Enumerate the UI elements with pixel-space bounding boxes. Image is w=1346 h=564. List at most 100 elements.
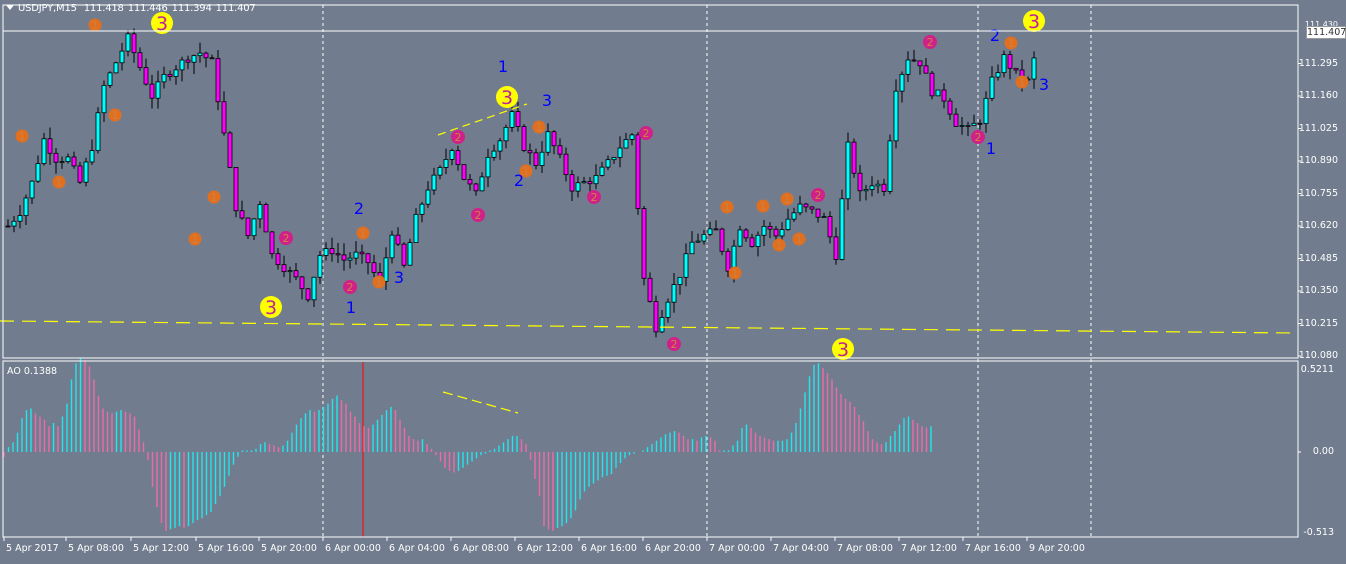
ao-histogram [3,358,932,531]
svg-text:3: 3 [837,339,849,361]
svg-text:2: 2 [475,209,482,222]
svg-text:1: 1 [1008,37,1015,50]
svg-text:2: 2 [643,127,650,140]
svg-text:2: 2 [347,281,354,294]
orange-wave-marker: 1 [1004,36,1018,50]
time-tick: 6 Apr 08:00 [453,543,509,554]
svg-text:1: 1 [192,233,199,246]
svg-text:1: 1 [784,193,791,206]
price-tick: 111.430 [1304,20,1338,29]
ohlc-close: 111.407 [215,3,256,14]
time-tick: 5 Apr 16:00 [198,543,254,554]
svg-text:1: 1 [760,200,767,213]
time-tick: 5 Apr 2017 [6,543,59,554]
wave-count-label: 3 [1039,75,1049,94]
svg-text:1: 1 [56,176,63,189]
time-tick: 5 Apr 20:00 [261,543,317,554]
trendlines [0,103,1299,414]
svg-text:1: 1 [211,191,218,204]
svg-text:1: 1 [19,130,26,143]
orange-wave-marker: 1 [108,108,122,122]
orange-wave-marker: 1 [88,18,102,32]
ao-tick: -0.513 [1303,527,1334,538]
svg-text:1: 1 [796,233,803,246]
orange-wave-marker: 1 [15,129,29,143]
time-tick: 7 Apr 16:00 [965,543,1021,554]
svg-text:1: 1 [523,165,530,178]
orange-wave-marker: 1 [792,232,806,246]
svg-text:3: 3 [1028,11,1040,33]
orange-wave-marker: 1 [772,238,786,252]
yellow-wave-marker: 3 [151,12,173,35]
orange-wave-marker: 1 [52,175,66,189]
price-tick: 110.890 [1298,155,1338,166]
orange-wave-marker: 1 [356,226,370,240]
ao-indicator-label: AO 0.1388 [7,366,58,377]
time-tick: 5 Apr 08:00 [68,543,124,554]
magenta-wave-marker: 2 [923,35,937,49]
magenta-wave-marker: 2 [343,280,357,294]
magenta-wave-marker: 2 [971,130,985,144]
time-tick: 6 Apr 04:00 [389,543,445,554]
orange-wave-marker: 1 [188,232,202,246]
orange-wave-marker: 1 [532,120,546,134]
price-tick: 111.025 [1298,122,1338,134]
svg-text:2: 2 [975,131,982,144]
wave-count-label: 1 [346,298,356,317]
time-tick: 7 Apr 00:00 [709,543,765,554]
time-tick: 6 Apr 12:00 [517,543,573,554]
svg-text:1: 1 [732,267,739,280]
wave-count-label: 2 [990,26,1000,45]
svg-text:1: 1 [92,19,99,32]
magenta-wave-marker: 2 [279,231,293,245]
current-price-tag: 111.407 [1306,26,1346,39]
price-tick: 110.350 [1298,285,1338,296]
svg-text:2: 2 [591,191,598,204]
wave-count-label: 3 [542,91,552,110]
yellow-wave-marker: 3 [1023,10,1045,33]
ao-tick: 0.5211 [1300,364,1334,375]
yellow-wave-marker: 3 [832,338,854,361]
orange-wave-marker: 1 [519,164,533,178]
svg-text:3: 3 [501,87,513,109]
orange-wave-marker: 1 [728,266,742,280]
svg-text:1: 1 [536,121,543,134]
price-tick: 110.215 [1298,317,1338,329]
candles [5,28,1037,338]
svg-text:2: 2 [283,232,290,245]
svg-text:3: 3 [265,297,277,319]
svg-text:1: 1 [776,239,783,252]
time-tick: 6 Apr 16:00 [581,543,637,554]
time-tick: 7 Apr 08:00 [837,543,893,554]
wave-count-label: 1 [986,139,996,158]
ohlc-high: 111.446 [127,3,168,14]
orange-wave-marker: 1 [207,190,221,204]
symbol-header: USDJPY,M15 111.418 111.446 111.394 111.407 [6,3,260,14]
price-tick: 110.620 [1298,220,1338,231]
orange-wave-marker: 1 [756,199,770,213]
wave-count-label: 3 [394,268,404,287]
svg-text:2: 2 [455,131,462,144]
svg-text:2: 2 [927,36,934,49]
orange-wave-marker: 1 [780,192,794,206]
chart-frame [2,4,1301,541]
wave-markers: 1111311232112231122211111123221131322312… [15,10,1049,361]
price-tick: 111.160 [1298,90,1338,101]
magenta-wave-marker: 2 [587,190,601,204]
svg-text:1: 1 [112,109,119,122]
svg-text:2: 2 [671,338,678,351]
yellow-wave-marker: 3 [260,296,282,319]
price-tick: 110.755 [1298,187,1338,199]
dropdown-triangle-icon[interactable] [6,5,14,10]
ohlc-low: 111.394 [171,3,212,14]
time-tick: 9 Apr 20:00 [1029,543,1085,554]
price-tick: 111.295 [1298,57,1338,69]
price-tick: 110.485 [1298,252,1338,264]
time-tick: 6 Apr 00:00 [325,543,381,554]
trendline [0,320,1299,334]
ao-tick: 0.00 [1312,446,1334,457]
price-tick: 110.080 [1298,350,1338,361]
trendline [437,103,528,136]
